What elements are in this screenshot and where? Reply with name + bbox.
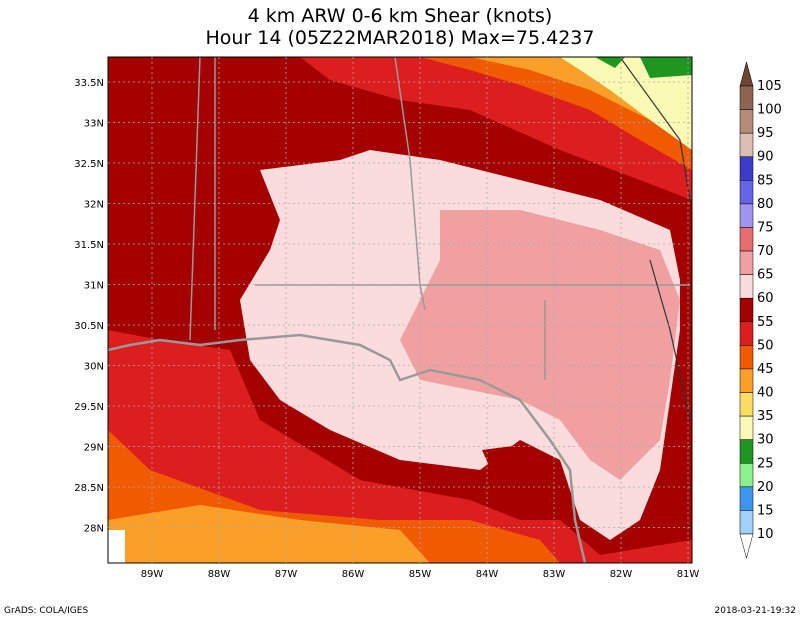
colorbar-label: 60 — [757, 291, 774, 306]
rivers — [619, 57, 691, 421]
footer-left: GrADS: COLA/IGES — [4, 606, 88, 616]
lat-label: 32.5N — [74, 159, 104, 170]
colorbar-label: 100 — [757, 103, 782, 118]
lat-label: 28.5N — [74, 483, 104, 494]
title-line-1: 4 km ARW 0-6 km Shear (knots) — [248, 5, 553, 27]
colorbar-box — [739, 109, 754, 134]
lon-label: 86W — [342, 569, 365, 580]
lon-label: 87W — [275, 569, 298, 580]
lon-label: 82W — [610, 569, 633, 580]
field-blank — [108, 530, 125, 563]
lon-label: 88W — [208, 569, 231, 580]
lat-label: 29.5N — [74, 402, 104, 413]
colorbar-label: 70 — [757, 244, 774, 259]
lon-label: 83W — [543, 569, 566, 580]
colorbar-box — [739, 85, 754, 110]
lon-label: 81W — [677, 569, 700, 580]
colorbar-label: 20 — [757, 480, 774, 495]
colorbar-box — [739, 392, 754, 417]
colorbar-label: 50 — [757, 338, 774, 353]
colorbar-box — [739, 203, 754, 228]
colorbar-box — [739, 227, 754, 252]
title-line-2: Hour 14 (05Z22MAR2018) Max=75.4237 — [206, 27, 595, 49]
colorbar-box — [739, 463, 754, 488]
lat-label: 33N — [84, 119, 104, 130]
lat-label: 30N — [84, 362, 104, 373]
colorbar-label: 55 — [757, 315, 774, 330]
colorbar-label: 80 — [757, 197, 774, 212]
lon-label: 89W — [141, 569, 164, 580]
field-30 — [595, 57, 692, 78]
colorbar-box — [739, 156, 754, 181]
field-40-gulf — [108, 505, 430, 563]
colorbar-box — [739, 132, 754, 157]
colorbar-label: 45 — [757, 362, 774, 377]
field-50-gulf — [108, 330, 692, 563]
colorbar-box — [739, 321, 754, 346]
colorbar-box — [739, 297, 754, 323]
colorbar-label: 10 — [757, 527, 774, 542]
state-borders — [189, 57, 690, 380]
colorbar-label: 35 — [757, 409, 774, 424]
coastline — [108, 333, 587, 563]
lon-label: 84W — [476, 569, 499, 580]
colorbar-triangle — [739, 61, 754, 87]
colorbar-box — [739, 415, 754, 440]
colorbar-triangle — [739, 533, 754, 559]
colorbar-box — [739, 345, 754, 370]
colorbar-box — [739, 510, 754, 535]
colorbar-box — [739, 486, 754, 511]
field-35 — [560, 57, 692, 150]
colorbar-box — [739, 180, 754, 205]
map-field — [108, 57, 692, 563]
field-55-spot — [482, 445, 560, 495]
axes: 33.5N 33N 32.5N 32N 31.5N 31N 30.5N 30N 29.5N 29N… — [74, 57, 699, 580]
lat-label: 31N — [84, 281, 104, 292]
colorbar-label: 90 — [757, 150, 774, 165]
colorbar: 105 100 95 90 85 80 75 70 65 60 55 50 45 40 35 30 25 20 15… — [739, 61, 782, 559]
lat-label: 29N — [84, 443, 104, 454]
colorbar-label: 95 — [757, 126, 774, 141]
lat-label: 28N — [84, 524, 104, 535]
colorbar-label: 75 — [757, 220, 774, 235]
colorbar-box — [739, 368, 754, 393]
lon-label: 85W — [409, 569, 432, 580]
lat-label: 33.5N — [74, 78, 104, 89]
footer-right: 2018-03-21-19:32 — [715, 606, 797, 616]
map-frame — [107, 56, 693, 564]
colorbar-label: 40 — [757, 386, 774, 401]
colorbar-box — [739, 439, 754, 464]
colorbar-label: 85 — [757, 173, 774, 188]
lat-label: 31.5N — [74, 240, 104, 251]
lat-label: 32N — [84, 200, 104, 211]
colorbar-label: 105 — [757, 79, 782, 94]
colorbar-box — [739, 274, 754, 299]
field-65 — [400, 210, 680, 480]
colorbar-label: 30 — [757, 433, 774, 448]
colorbar-box — [739, 250, 754, 275]
colorbar-label: 15 — [757, 503, 774, 518]
colorbar-label: 65 — [757, 268, 774, 283]
colorbar-label: 25 — [757, 456, 774, 471]
lat-label: 30.5N — [74, 321, 104, 332]
